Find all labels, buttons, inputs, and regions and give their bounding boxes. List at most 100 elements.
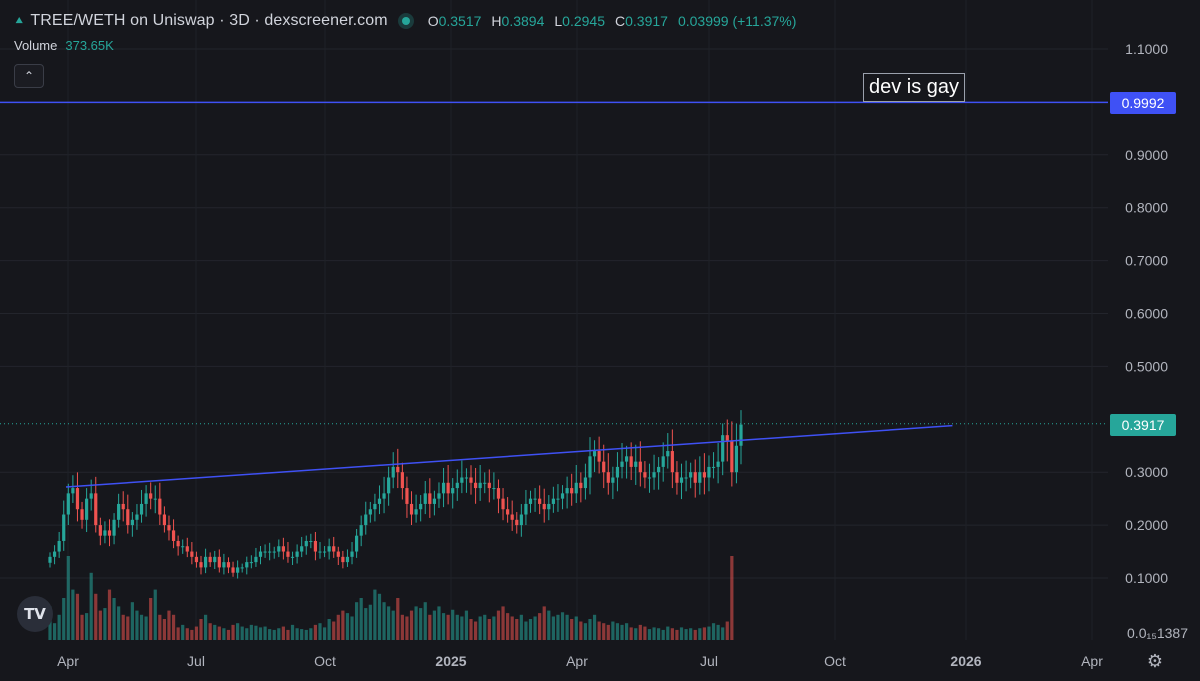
volume-bar xyxy=(345,613,350,640)
candle-body xyxy=(620,461,624,467)
volume-bar xyxy=(203,614,208,640)
candle-body xyxy=(437,493,441,499)
candle-body xyxy=(570,488,574,494)
volume-bar xyxy=(702,627,706,640)
volume-bar xyxy=(313,624,318,640)
volume-bar xyxy=(542,606,546,640)
volume-bar xyxy=(171,614,176,640)
x-tick-label: 2025 xyxy=(435,653,466,669)
volume-bar xyxy=(327,619,331,640)
candle-body xyxy=(428,493,432,504)
volume-bar xyxy=(359,598,363,640)
drawing-lines xyxy=(0,101,1108,488)
candle-body xyxy=(647,477,652,479)
candle-body xyxy=(139,503,144,515)
candle-body xyxy=(52,551,57,557)
candle-body xyxy=(661,456,665,467)
candle-body xyxy=(304,540,308,547)
candle-body xyxy=(455,482,459,489)
candle-body xyxy=(547,503,551,510)
candle-body xyxy=(496,488,501,499)
volume-bar xyxy=(300,629,304,640)
candle-body xyxy=(94,493,98,526)
candle-body xyxy=(533,498,537,500)
candle-body xyxy=(716,461,720,467)
volume-bar xyxy=(666,626,670,640)
candle-body xyxy=(167,525,171,531)
volume-bar xyxy=(492,616,496,640)
volume-bar xyxy=(689,628,693,640)
candle-body xyxy=(469,477,473,483)
volume-bar xyxy=(62,598,66,640)
x-tick-label: Jul xyxy=(187,653,205,669)
x-tick-label: 2026 xyxy=(950,653,981,669)
volume-bar xyxy=(190,629,194,640)
candle-body xyxy=(670,451,674,473)
candle-body xyxy=(396,466,400,473)
candle-body xyxy=(510,514,514,520)
ohlc-values: O0.3517 H0.3894 L0.2945 C0.3917 0.03999 … xyxy=(427,13,797,29)
candle-body xyxy=(213,556,217,563)
candle-body xyxy=(634,461,638,467)
candle-body xyxy=(327,546,331,552)
candle-body xyxy=(286,551,290,557)
gear-icon[interactable]: ⚙ xyxy=(1146,650,1164,671)
volume-bar xyxy=(341,610,345,640)
tradingview-logo-icon[interactable]: TV xyxy=(17,596,53,632)
text-annotation[interactable]: dev is gay xyxy=(863,73,966,102)
candle-body xyxy=(501,498,505,510)
volume-bar xyxy=(377,593,382,640)
volume-bar xyxy=(254,625,258,640)
volume-bar xyxy=(515,619,519,640)
volume-bar xyxy=(121,614,125,640)
volume-bar xyxy=(716,624,720,640)
volume-value: 373.65K xyxy=(65,38,114,53)
candle-body xyxy=(574,482,578,494)
candle-body xyxy=(208,556,212,563)
candle-body xyxy=(181,546,185,548)
volume-bar xyxy=(117,606,121,640)
volume-bar xyxy=(135,610,139,640)
volume-bar xyxy=(432,610,436,640)
x-tick-label: Jul xyxy=(700,653,718,669)
volume-legend: Volume 373.65K xyxy=(14,38,114,53)
volume-bar xyxy=(226,629,231,640)
volume-bar xyxy=(693,629,697,640)
candle-body xyxy=(556,498,560,500)
candle-body xyxy=(62,514,66,541)
volume-bar xyxy=(707,626,711,640)
candle-body xyxy=(226,562,231,568)
volume-bar xyxy=(661,629,665,640)
y-tick-label: 0.9000 xyxy=(1125,147,1168,163)
volume-bar xyxy=(597,621,601,640)
volume-bar xyxy=(245,628,249,640)
volume-bar xyxy=(620,624,624,640)
candle-body xyxy=(162,514,167,526)
volume-bar xyxy=(304,629,308,640)
volume-bar xyxy=(167,610,171,640)
chart-header: ⯅ TREE/WETH on Uniswap · 3D · dexscreene… xyxy=(14,12,796,30)
x-tick-label: Apr xyxy=(57,653,79,669)
volume-bar xyxy=(547,610,551,640)
volume-bar xyxy=(213,624,217,640)
candle-body xyxy=(451,488,455,494)
volume-bar xyxy=(336,614,340,640)
volume-bar xyxy=(592,614,597,640)
volume-bar xyxy=(670,628,674,640)
volume-bar xyxy=(409,610,414,640)
candle-body xyxy=(377,498,382,504)
volume-bar xyxy=(538,613,542,640)
y-tick-label: 0.0₁₅1387 xyxy=(1127,625,1188,641)
y-tick-label: 0.7000 xyxy=(1125,253,1168,269)
candle-body xyxy=(135,514,139,520)
market-status-icon xyxy=(401,17,410,25)
volume-bar xyxy=(455,614,459,640)
candle-body xyxy=(48,556,52,563)
chevron-up-icon[interactable]: ⯅ xyxy=(14,13,25,28)
volume-bar xyxy=(236,623,240,640)
volume-label: Volume xyxy=(14,38,58,53)
candle-body xyxy=(277,546,281,552)
collapse-legend-button[interactable]: ⌃ xyxy=(14,64,44,88)
y-tick-label: 1.1000 xyxy=(1125,41,1168,57)
